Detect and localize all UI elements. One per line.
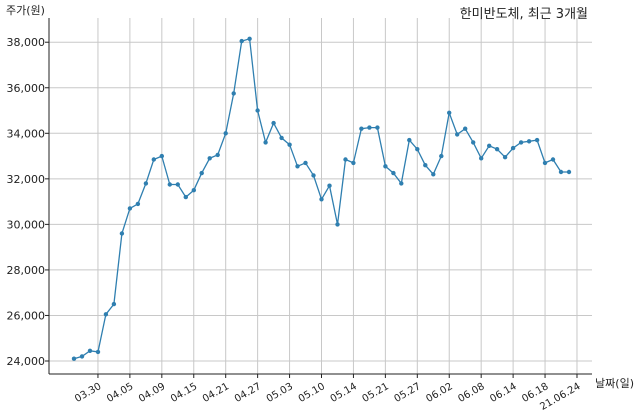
axes	[48, 18, 592, 375]
x-tick-label: 05.10	[297, 381, 327, 405]
data-point	[223, 131, 228, 136]
y-tick-label: 32,000	[7, 173, 46, 186]
data-point	[494, 147, 500, 152]
data-point	[534, 137, 540, 143]
data-point	[303, 160, 308, 166]
data-point	[199, 170, 204, 176]
x-tick-label: 06.08	[456, 381, 486, 405]
data-point	[447, 110, 452, 116]
data-points	[71, 36, 572, 361]
data-point	[279, 135, 284, 141]
y-tick-labels: 24,000 26,000 28,000 30,000 32,000 34,000 36,0…	[7, 36, 49, 368]
y-tick-label: 38,000	[7, 36, 46, 49]
data-point	[175, 182, 180, 187]
data-point	[215, 152, 220, 158]
data-point	[415, 147, 420, 152]
data-point	[207, 156, 212, 161]
data-point	[471, 140, 476, 145]
data-point	[327, 183, 332, 188]
data-point	[343, 157, 348, 162]
data-point	[255, 108, 260, 113]
x-tick-label: 06.02	[424, 381, 454, 405]
x-tick-label: 05.21	[361, 381, 391, 405]
data-point	[351, 160, 356, 166]
data-point	[375, 125, 380, 130]
data-point	[143, 181, 149, 186]
data-point	[71, 356, 77, 361]
data-point	[502, 155, 508, 160]
x-axis-label: 날짜(일)	[595, 376, 634, 390]
data-point	[367, 125, 372, 130]
y-tick-label: 26,000	[7, 309, 46, 322]
data-point	[479, 156, 484, 161]
data-point	[95, 349, 101, 355]
data-point	[87, 348, 93, 353]
data-point	[359, 126, 364, 131]
data-point	[159, 153, 164, 159]
y-tick-label: 36,000	[7, 82, 46, 95]
data-point	[439, 153, 444, 159]
x-tick-label: 04.15	[169, 381, 199, 405]
grid-lines	[49, 18, 592, 374]
data-point	[399, 181, 404, 186]
data-point	[183, 194, 188, 200]
data-point	[239, 38, 244, 44]
data-point	[550, 157, 556, 162]
data-point	[135, 201, 141, 207]
data-point	[423, 163, 428, 168]
y-axis-label: 주가(원)	[6, 4, 45, 17]
data-point	[151, 157, 156, 162]
data-point	[247, 36, 252, 41]
x-tick-label: 05.14	[329, 381, 359, 405]
data-point	[487, 143, 492, 148]
chart-title: 한미반도체, 최근 3개월	[460, 7, 588, 22]
y-tick-label: 30,000	[7, 218, 46, 231]
data-point	[566, 169, 572, 175]
x-tick-label: 04.21	[201, 381, 231, 405]
data-point	[558, 169, 564, 175]
data-point	[542, 160, 548, 166]
data-point	[103, 312, 109, 317]
x-tick-label: 04.09	[137, 381, 167, 405]
data-point	[510, 145, 516, 151]
data-point	[518, 140, 524, 145]
data-point	[191, 188, 196, 193]
data-point	[311, 173, 316, 178]
data-point	[431, 172, 436, 177]
data-point	[295, 164, 300, 169]
data-point	[127, 206, 133, 211]
data-point	[167, 182, 172, 187]
data-point	[287, 142, 292, 147]
data-point	[271, 120, 276, 126]
data-point	[79, 354, 85, 359]
data-point	[463, 126, 468, 131]
data-point	[526, 139, 532, 144]
x-tick-label: 03.30	[73, 381, 103, 405]
y-tick-label: 24,000	[7, 355, 46, 368]
data-point	[231, 91, 236, 96]
x-tick-label: 04.27	[233, 381, 263, 405]
data-point	[455, 132, 460, 137]
data-point	[263, 140, 268, 145]
x-tick-label: 04.05	[105, 381, 135, 405]
data-point	[119, 231, 125, 236]
data-point	[383, 164, 388, 169]
data-point	[391, 170, 396, 176]
data-point	[111, 301, 117, 307]
y-tick-label: 28,000	[7, 264, 46, 277]
data-point	[407, 137, 412, 143]
data-point	[335, 222, 340, 227]
y-tick-label: 34,000	[7, 127, 46, 140]
x-tick-label: 06.14	[488, 381, 518, 405]
x-tick-label: 05.03	[265, 381, 295, 405]
data-point	[319, 197, 324, 202]
x-tick-label: 05.27	[393, 381, 423, 405]
x-tick-labels: 03.30 04.05 04.09 04.15 04.21 04.27 05.03 05.10…	[73, 374, 582, 413]
